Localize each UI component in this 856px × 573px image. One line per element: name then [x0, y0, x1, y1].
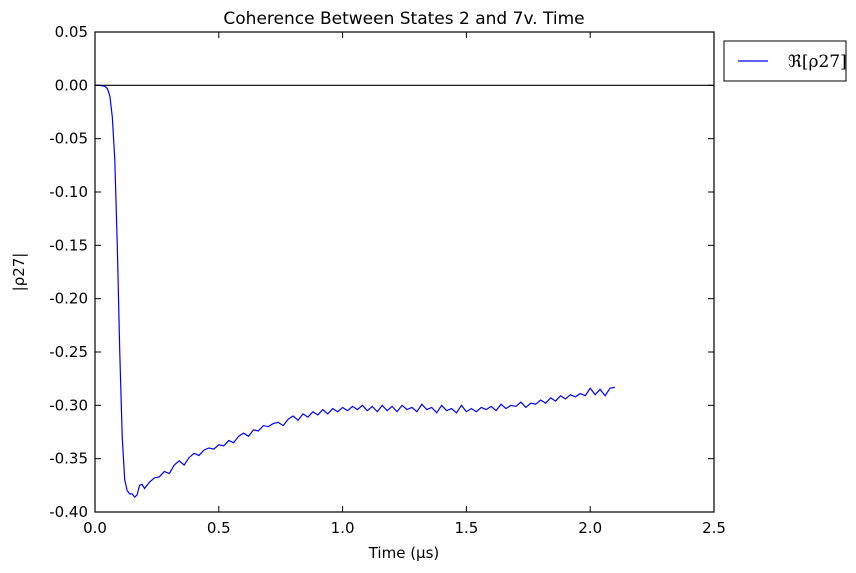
y-tick-label: 0.00 [55, 76, 88, 94]
y-tick-label: -0.30 [49, 396, 88, 414]
y-tick-label: -0.40 [49, 503, 88, 521]
y-tick-label: 0.05 [55, 23, 88, 41]
y-tick-label: -0.25 [49, 343, 88, 361]
series-line-re-rho27 [95, 84, 616, 498]
x-tick-label: 1.5 [454, 519, 478, 537]
x-tick-label: 0.5 [207, 519, 231, 537]
x-axis-label: Time (μs) [368, 544, 440, 562]
plot-frame [94, 31, 715, 513]
y-axis-label: |ρ27| [10, 253, 28, 292]
x-tick-label: 0.0 [83, 519, 107, 537]
legend: ℜ[ρ27] [723, 40, 847, 82]
y-tick-label: -0.10 [49, 183, 88, 201]
x-axis: 0.0 0.5 1.0 1.5 2.0 2.5 [83, 32, 726, 537]
chart-title: Coherence Between States 2 and 7v. Time [223, 9, 584, 29]
y-tick-label: -0.35 [49, 450, 88, 468]
x-tick-label: 2.0 [578, 519, 602, 537]
plot-area [94, 31, 715, 513]
y-tick-label: -0.05 [49, 130, 88, 148]
legend-label: ℜ[ρ27] [788, 52, 847, 72]
y-tick-label: -0.20 [49, 290, 88, 308]
x-tick-label: 2.5 [702, 519, 726, 537]
y-axis: 0.05 0.00 -0.05 -0.10 -0.15 -0.20 -0.25 -0.30 -0… [49, 23, 714, 521]
x-tick-label: 1.0 [331, 519, 355, 537]
y-tick-label: -0.15 [49, 236, 88, 254]
